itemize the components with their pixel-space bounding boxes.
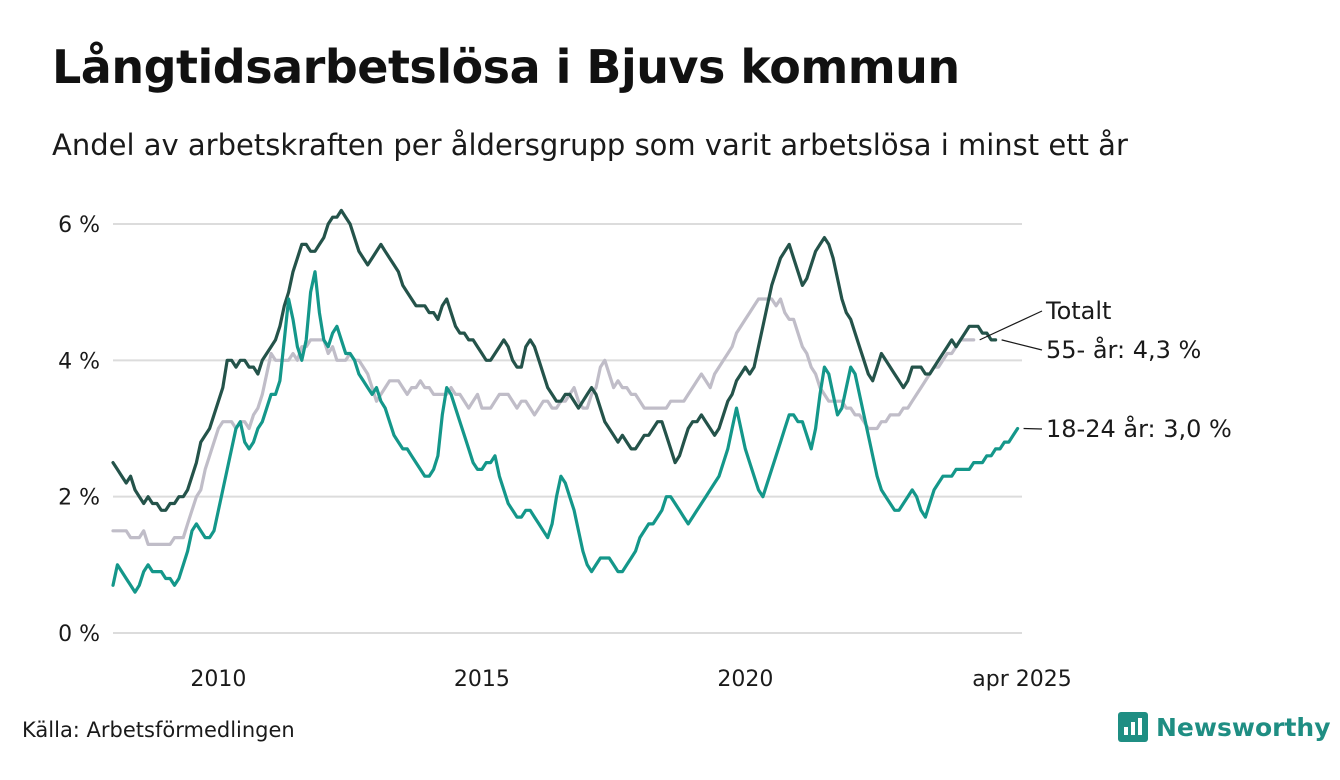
- series-line-totalt: [111, 297, 976, 546]
- x-axis-ticks: 2010 2015 2020 apr 2025: [190, 667, 1071, 692]
- y-tick-label: 2 %: [58, 486, 100, 511]
- series-labels: Totalt 55- år: 4,3 % 18-24 år: 3,0 %: [979, 297, 1232, 443]
- y-tick-label: 4 %: [58, 349, 100, 374]
- x-tick-label: 2015: [454, 667, 510, 692]
- series-lines: [111, 208, 1020, 594]
- x-tick-label: 2010: [190, 667, 246, 692]
- series-label-totalt: Totalt: [1045, 297, 1111, 325]
- series-line-age55: [111, 208, 998, 512]
- label-leader-totalt: [979, 310, 1043, 341]
- newsworthy-icon: [1118, 712, 1148, 742]
- label-leader-age18: [1023, 427, 1043, 430]
- series-label-age18: 18-24 år: 3,0 %: [1046, 414, 1232, 443]
- y-tick-label: 0 %: [58, 622, 100, 647]
- gridlines: [113, 223, 1022, 634]
- label-leader-age55: [1001, 339, 1043, 351]
- line-chart: 0 % 2 % 4 % 6 % 2010 2015 2020 apr 2025 Totalt…: [58, 208, 1232, 692]
- brand-logo: Newsworthy: [1118, 712, 1331, 742]
- y-tick-label: 6 %: [58, 213, 100, 238]
- x-tick-label: 2020: [717, 667, 773, 692]
- y-axis-ticks: 0 % 2 % 4 % 6 %: [58, 213, 100, 647]
- source-note: Källa: Arbetsförmedlingen: [22, 718, 295, 742]
- chart-title: Långtidsarbetslösa i Bjuvs kommun: [52, 40, 960, 94]
- x-tick-label: apr 2025: [972, 667, 1071, 692]
- brand-name: Newsworthy: [1156, 712, 1331, 742]
- series-label-age55: 55- år: 4,3 %: [1046, 335, 1201, 364]
- chart-subtitle: Andel av arbetskraften per åldersgrupp s…: [52, 128, 1128, 162]
- series-line-age18: [111, 270, 1020, 594]
